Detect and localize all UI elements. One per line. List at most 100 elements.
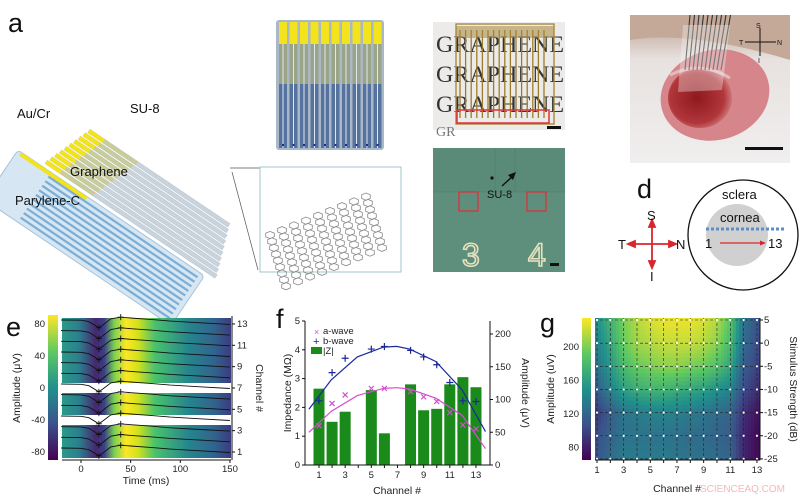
- heatmap-cell: [655, 361, 659, 366]
- heatmap-cell: [619, 400, 623, 406]
- heatmap-cell: [610, 392, 614, 398]
- heatmap-cell: [643, 428, 647, 433]
- y2-tick-label: 100: [495, 395, 511, 406]
- heatmap-cell: [655, 444, 659, 449]
- gold-pad: [59, 149, 77, 164]
- electrode-line: [700, 14, 709, 71]
- heatmap-cell: [709, 456, 713, 461]
- heatmap-cell: [655, 420, 659, 425]
- heatmap-cell: [625, 341, 629, 347]
- heatmap-cell: [607, 412, 611, 418]
- heatmap-cell: [619, 337, 623, 343]
- heatmap-cell: [628, 452, 632, 457]
- heatmap-cell: [658, 389, 662, 394]
- heatmap-cell: [664, 424, 668, 429]
- hexagon: [305, 272, 315, 281]
- heatmap-cell: [607, 361, 611, 366]
- heatmap-cell: [688, 412, 692, 418]
- heatmap-cell: [655, 353, 659, 358]
- heatmap-cell: [634, 377, 638, 382]
- heatmap-cell: [742, 369, 746, 374]
- heatmap-cell: [739, 396, 743, 402]
- heatmap-cell: [745, 424, 749, 429]
- heatmap-cell: [670, 400, 674, 406]
- x-tick-label: 5: [369, 470, 374, 481]
- heatmap-cell: [619, 412, 623, 418]
- heatmap-cell: [610, 385, 614, 390]
- heatmap-cell: [736, 377, 740, 382]
- heatmap-cell: [733, 408, 737, 414]
- heatmap-cell: [730, 400, 734, 406]
- heatmap-cell: [706, 448, 710, 453]
- data-point-ch10-5dB: [715, 318, 719, 322]
- heatmap-cell: [652, 329, 656, 335]
- heatmap-cell: [682, 357, 686, 362]
- data-point-ch8--5dB: [689, 365, 692, 368]
- heatmap-cell: [670, 321, 674, 327]
- heatmap-cell: [745, 432, 749, 437]
- heatmap-cell: [739, 357, 743, 362]
- heatmap-cell: [625, 428, 629, 433]
- data-point-ch7--5dB: [675, 365, 679, 368]
- heatmap-cell: [697, 365, 701, 370]
- heatmap-cell: [730, 392, 734, 398]
- data-point-ch12-0dB: [742, 342, 745, 345]
- heatmap-cell: [754, 400, 758, 406]
- heatmap-cell: [670, 349, 674, 354]
- heatmap-cell: [604, 361, 608, 366]
- heatmap-cell: [619, 357, 623, 362]
- heatmap-cell: [661, 452, 665, 457]
- heatmap-cell: [670, 440, 674, 445]
- heatmap-cell: [643, 412, 647, 418]
- heatmap-cell: [625, 377, 629, 382]
- heatmap-cell: [652, 432, 656, 437]
- x-tick-label: 3: [343, 470, 348, 481]
- heatmap-cell: [598, 318, 602, 323]
- heatmap-cell: [601, 416, 605, 421]
- heatmap-cell: [628, 436, 632, 441]
- heatmap-cell: [628, 357, 632, 362]
- heatmap-cell: [655, 404, 659, 410]
- heatmap-cell: [673, 396, 677, 402]
- heatmap-cell: [649, 381, 653, 386]
- heatmap-cell: [610, 325, 614, 331]
- heatmap-cell: [646, 392, 650, 398]
- heatmap-cell: [685, 333, 689, 339]
- heatmap-cell: [748, 341, 752, 347]
- heatmap-cell: [706, 373, 710, 378]
- heatmap-cell: [754, 416, 758, 421]
- heatmap-cell: [739, 361, 743, 366]
- heatmap-cell: [649, 440, 653, 445]
- electrode-array-topview: [276, 20, 384, 150]
- heatmap-cell: [595, 365, 599, 370]
- electrode-gap: [293, 44, 294, 148]
- heatmap-cell: [664, 333, 668, 339]
- heatmap-cell: [664, 385, 668, 390]
- heatmap-cell: [706, 452, 710, 457]
- heatmap-cell: [649, 452, 653, 457]
- heatmap-cell: [661, 337, 665, 343]
- heatmap-cell: [694, 373, 698, 378]
- data-point-ch9-0dB: [702, 342, 705, 345]
- heatmap-cell: [745, 416, 749, 421]
- heatmap-cell: [640, 408, 644, 414]
- graphene-strip: [44, 180, 196, 283]
- heatmap-cell: [691, 392, 695, 398]
- heatmap-cell: [643, 349, 647, 354]
- heatmap-cell: [712, 353, 716, 358]
- heatmap-cell: [679, 381, 683, 386]
- heatmap-cell: [637, 361, 641, 366]
- x-tick-label: 7: [674, 465, 679, 476]
- heatmap-cell: [604, 329, 608, 335]
- heatmap-cell: [727, 357, 731, 362]
- heatmap-cell: [667, 341, 671, 347]
- heatmap-cell: [727, 345, 731, 350]
- heatmap-cell: [682, 318, 686, 323]
- heatmap-cell: [721, 369, 725, 374]
- electrode-site: [345, 144, 347, 146]
- heatmap-cell: [757, 329, 761, 335]
- heatmap-cell: [628, 408, 632, 414]
- heatmap-cell: [634, 408, 638, 414]
